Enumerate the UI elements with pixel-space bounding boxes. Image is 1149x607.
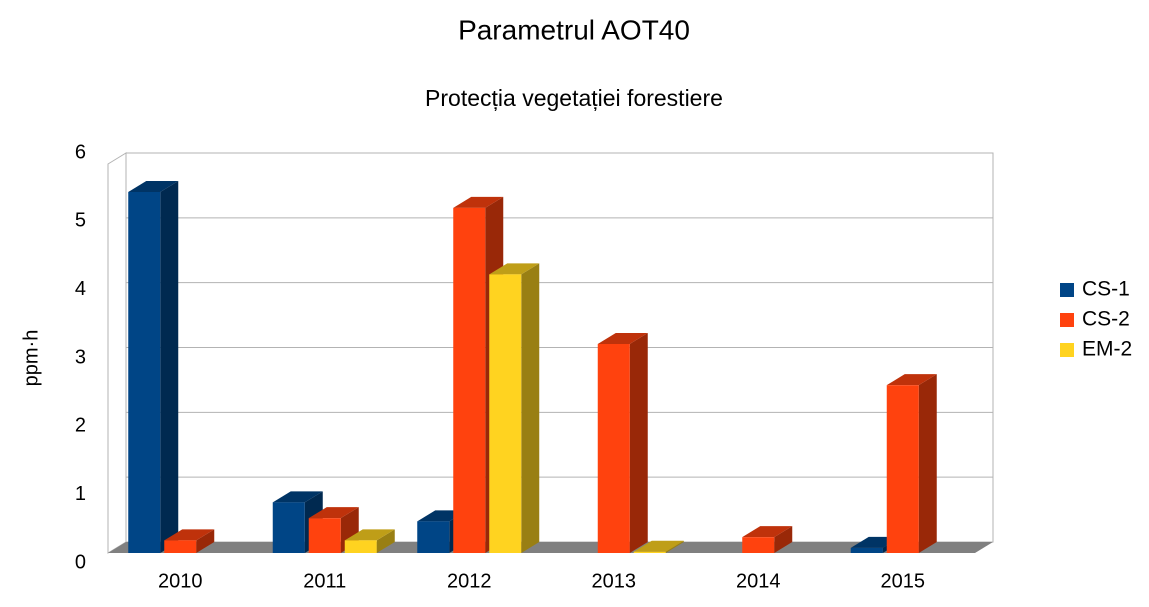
- bar-top: [742, 526, 793, 538]
- x-tick-label: 2015: [881, 570, 926, 592]
- bar-side: [160, 181, 179, 553]
- bar: [128, 181, 179, 553]
- y-tick-label: 0: [75, 551, 86, 573]
- legend-label: CS-1: [1082, 278, 1130, 301]
- bar: [597, 333, 648, 553]
- bar-front: [417, 521, 450, 553]
- side-wall: [107, 152, 127, 554]
- bar-front: [308, 518, 341, 553]
- bar-top: [453, 196, 504, 208]
- bar-top: [272, 491, 323, 503]
- legend-swatch: [1060, 283, 1074, 297]
- bar-top: [344, 529, 395, 541]
- legend-swatch: [1060, 313, 1074, 327]
- chart-subtitle: Protecția vegetației forestiere: [425, 85, 723, 111]
- y-tick-label: 3: [75, 346, 86, 368]
- bar-top: [128, 181, 179, 192]
- y-tick-label: 1: [75, 483, 86, 505]
- bar: [344, 529, 395, 553]
- bar-side: [918, 374, 937, 553]
- y-axis-label: ppm·h: [20, 330, 42, 387]
- x-tick-label: 2014: [736, 570, 781, 592]
- bar-side: [376, 529, 395, 553]
- bar: [742, 526, 793, 553]
- y-tick-label: 6: [75, 141, 86, 163]
- bar-front: [886, 385, 919, 553]
- bar-front: [272, 502, 305, 553]
- bar: [164, 529, 215, 553]
- bar-front: [344, 540, 377, 553]
- bar-top: [308, 507, 359, 519]
- bar-top: [489, 263, 540, 275]
- bar-side: [774, 526, 793, 553]
- legend-swatch: [1060, 343, 1074, 357]
- legend-label: CS-2: [1082, 308, 1130, 331]
- bar-front: [453, 207, 486, 554]
- bar-front: [164, 540, 197, 553]
- bar: [489, 263, 540, 553]
- y-tick-label: 4: [75, 278, 86, 300]
- bar-front: [742, 537, 775, 553]
- bar-side: [196, 529, 215, 553]
- y-tick-label: 5: [75, 210, 86, 232]
- chart-title: Parametrul AOT40: [458, 14, 690, 45]
- x-tick-label: 2012: [447, 570, 492, 592]
- legend-label: EM-2: [1082, 338, 1132, 361]
- bar-top: [886, 374, 937, 386]
- bar-side: [665, 540, 684, 553]
- bar-top: [164, 529, 215, 541]
- bar-front: [489, 274, 522, 553]
- bar-front: [597, 344, 630, 553]
- bar-top: [633, 540, 684, 552]
- bar-front: [128, 192, 161, 553]
- bar-front: [850, 547, 883, 553]
- x-tick-label: 2013: [592, 570, 637, 592]
- x-tick-label: 2011: [303, 570, 346, 592]
- bar: [633, 540, 684, 553]
- bar: [886, 374, 937, 553]
- y-tick-label: 2: [75, 415, 86, 437]
- bar-top: [597, 333, 648, 344]
- bar-front: [633, 551, 666, 553]
- bar-side: [629, 333, 648, 553]
- bar-side: [521, 263, 540, 553]
- x-tick-label: 2010: [158, 570, 203, 592]
